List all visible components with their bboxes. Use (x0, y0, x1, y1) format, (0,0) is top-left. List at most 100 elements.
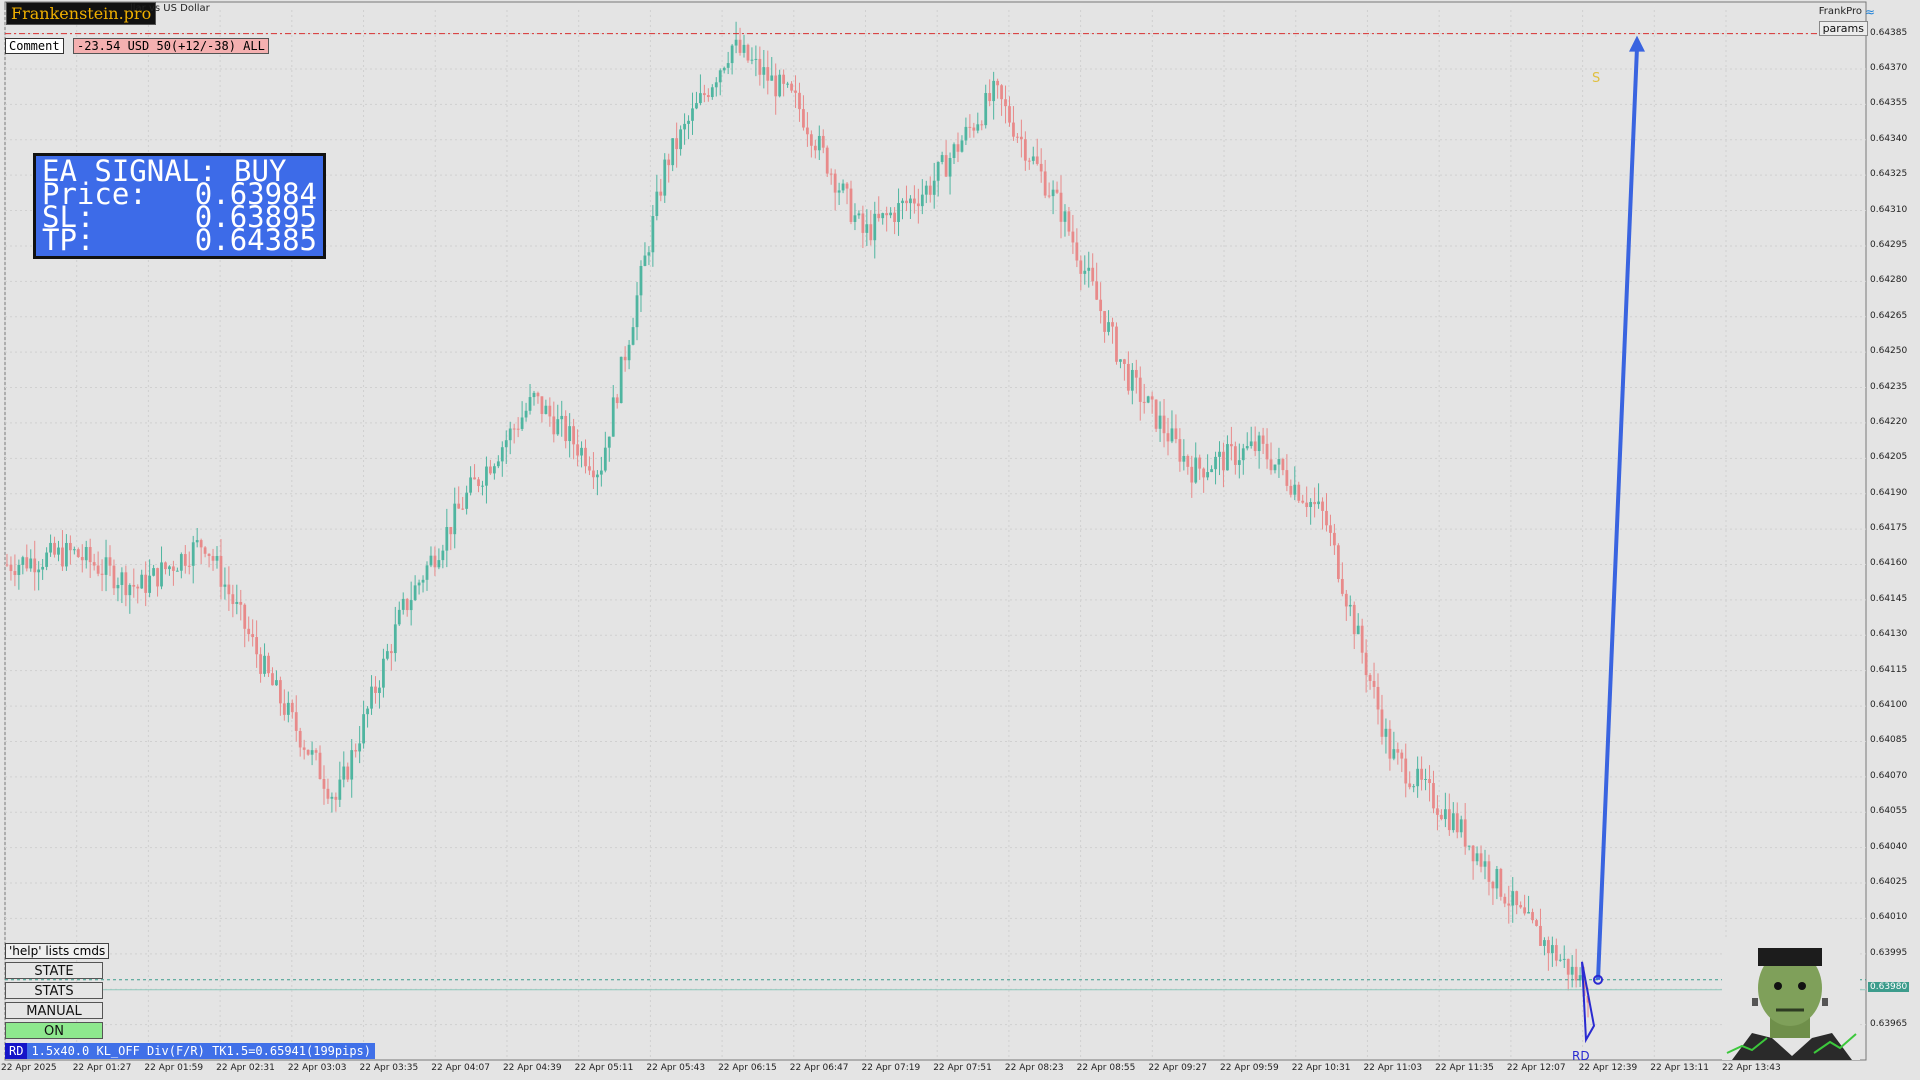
candle-body (92, 562, 96, 566)
candle-body (936, 161, 940, 181)
candle-body (1483, 861, 1487, 867)
candle-body (786, 83, 789, 85)
candle-body (1459, 819, 1463, 833)
candle-body (168, 566, 171, 570)
candle-body (631, 327, 635, 345)
candle-body (691, 108, 694, 121)
candle-body (1554, 945, 1558, 961)
candle-body (104, 557, 108, 575)
candle-body (1245, 446, 1249, 449)
candle-body (385, 651, 389, 659)
candle-body (187, 565, 191, 567)
candle-body (893, 212, 896, 222)
signal-tp-key: TP: (42, 223, 95, 257)
candle-body (576, 444, 579, 456)
candle-body (778, 74, 782, 97)
price-axis-label: 0.64280 (1870, 275, 1908, 286)
candle-body (659, 191, 663, 196)
candle-body (318, 752, 322, 780)
candle-body (806, 127, 809, 135)
candle-body (615, 397, 619, 404)
candle-body (1388, 728, 1392, 759)
candle-body (695, 103, 698, 109)
price-axis-label: 0.64100 (1870, 700, 1908, 711)
params-button[interactable]: params (1818, 21, 1868, 36)
candle-body (1162, 415, 1166, 434)
candle-body (227, 584, 231, 595)
candle-body (1376, 686, 1380, 710)
candle-body (485, 466, 488, 486)
candle-body (366, 708, 369, 715)
manual-button[interactable]: MANUAL (5, 1002, 103, 1019)
price-axis-label: 0.64055 (1870, 806, 1908, 817)
candle-body (282, 703, 286, 715)
candle-body (1035, 156, 1039, 164)
candle-body (255, 637, 259, 655)
candle-body (1079, 260, 1083, 274)
candle-body (1095, 281, 1099, 300)
candle-body (267, 655, 270, 674)
candle-body (378, 687, 381, 693)
time-axis-label: 22 Apr 08:23 (1004, 1063, 1064, 1073)
candle-body (1440, 814, 1443, 820)
candle-series (5, 21, 1590, 1018)
price-axis-label: 0.64040 (1870, 841, 1908, 852)
candle-body (195, 540, 199, 543)
candle-body (1257, 435, 1261, 452)
candle-body (873, 213, 877, 241)
candle-body (1273, 464, 1277, 471)
candle-body (928, 185, 932, 195)
candle-body (972, 127, 976, 131)
candle-body (342, 766, 346, 780)
candle-body (25, 557, 29, 569)
time-axis-label: 22 Apr 01:27 (72, 1063, 132, 1073)
candle-body (1222, 451, 1225, 471)
candle-body (279, 680, 282, 704)
frankpro-label: FrankPro (1818, 6, 1862, 17)
candle-body (9, 564, 13, 572)
candle-body (1570, 966, 1574, 975)
state-button[interactable]: STATE (5, 962, 103, 979)
stats-button[interactable]: STATS (5, 982, 103, 999)
candle-body (699, 93, 702, 104)
candle-body (901, 200, 904, 204)
candle-body (144, 574, 148, 593)
candle-body (401, 598, 405, 610)
candle-body (1075, 242, 1079, 261)
candle-body (1111, 322, 1114, 327)
candle-body (263, 655, 266, 674)
time-axis-label: 22 Apr 01:59 (144, 1063, 204, 1073)
candle-body (1004, 99, 1007, 107)
candle-body (916, 203, 920, 207)
candle-body (905, 200, 908, 204)
candle-body (556, 419, 560, 435)
candle-body (1115, 326, 1118, 362)
time-axis-label: 22 Apr 08:55 (1076, 1063, 1136, 1073)
candle-body (1008, 106, 1011, 123)
candle-body (314, 750, 318, 753)
candle-body (1336, 545, 1340, 579)
candle-body (932, 180, 936, 195)
candle-body (128, 584, 132, 596)
candle-body (687, 120, 690, 124)
candle-body (350, 750, 354, 780)
rd-divergence-marker (1581, 961, 1596, 1044)
candle-body (560, 415, 564, 420)
price-axis-label: 0.64310 (1870, 204, 1908, 215)
time-axis-label: 22 Apr 04:07 (431, 1063, 490, 1073)
candle-body (1451, 813, 1455, 831)
candle-body (1230, 444, 1233, 447)
time-axis-label: 22 Apr 09:27 (1148, 1063, 1208, 1073)
candle-body (1317, 501, 1320, 505)
candle-body (1059, 192, 1063, 222)
candle-body (346, 766, 350, 780)
on-toggle[interactable]: ON (5, 1022, 103, 1039)
candle-body (449, 527, 453, 535)
candle-body (84, 546, 88, 561)
candle-body (1297, 484, 1301, 501)
price-axis-label: 0.64190 (1870, 487, 1908, 498)
candle-body (1000, 85, 1003, 100)
candle-body (742, 44, 746, 53)
candle-body (492, 466, 496, 474)
candle-body (1471, 845, 1475, 862)
